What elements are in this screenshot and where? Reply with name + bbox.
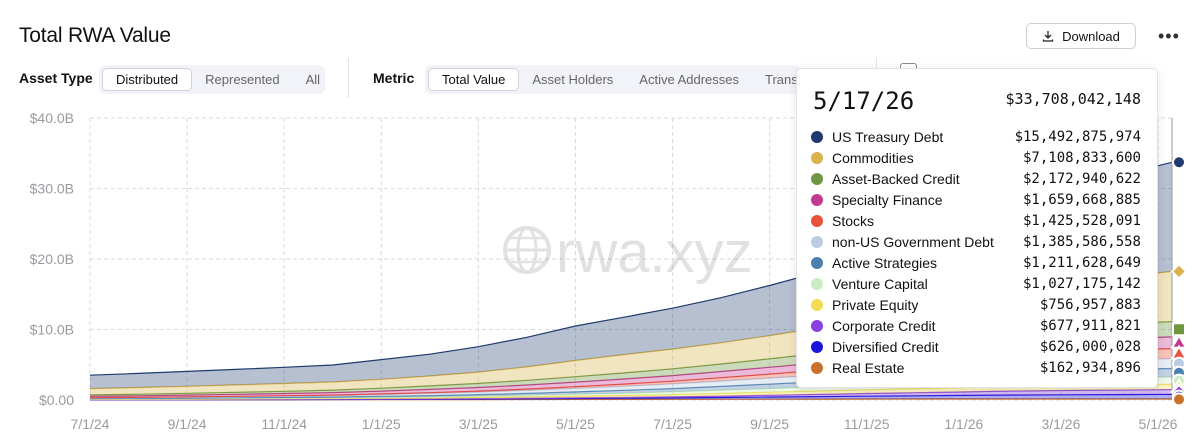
tooltip-series-value: $162,934,896: [1039, 359, 1141, 376]
x-tick-label: 7/1/24: [71, 416, 110, 432]
download-icon: [1042, 31, 1054, 42]
metric-segmented-control: Total Value Asset Holders Active Address…: [425, 65, 800, 94]
tooltip-row: Venture Capital $1,027,175,142: [811, 273, 1141, 294]
download-button[interactable]: Download: [1026, 23, 1136, 49]
x-tick-label: 11/1/24: [261, 416, 307, 432]
tooltip-list: US Treasury Debt $15,492,875,974 Commoditi…: [811, 126, 1141, 378]
watermark-text: rwa.xyz: [556, 220, 753, 285]
hover-markers: [1170, 155, 1188, 407]
tooltip-row: US Treasury Debt $15,492,875,974: [811, 126, 1141, 147]
y-tick-label: $10.0B: [30, 322, 74, 338]
tooltip-row: Corporate Credit $677,911,821: [811, 315, 1141, 336]
legend-dot-icon: [811, 130, 823, 143]
legend-dot-icon: [811, 361, 823, 374]
x-tick-label: 7/1/25: [653, 416, 692, 432]
tooltip-row: Real Estate $162,934,896: [811, 357, 1141, 378]
tooltip-row: Active Strategies $1,211,628,649: [811, 252, 1141, 273]
tooltip-row: Asset-Backed Credit $2,172,940,622: [811, 168, 1141, 189]
tooltip-series-name: non-US Government Debt: [832, 233, 994, 250]
tooltip-row: Specialty Finance $1,659,668,885: [811, 189, 1141, 210]
tooltip-series-value: $7,108,833,600: [1022, 149, 1141, 166]
legend-dot-icon: [811, 235, 823, 248]
tooltip-series-value: $1,211,628,649: [1022, 254, 1141, 271]
legend-dot-icon: [811, 298, 823, 311]
x-tick-label: 3/1/25: [459, 416, 498, 432]
tooltip-series-name: US Treasury Debt: [832, 128, 944, 145]
series-line: [90, 389, 1173, 401]
watermark-logo: rwa.xyz: [503, 220, 753, 285]
legend-dot-icon: [811, 172, 823, 185]
tooltip-series-name: Diversified Credit: [832, 338, 939, 355]
tooltip-series-name: Stocks: [832, 212, 875, 229]
y-tick-label: $40.0B: [30, 110, 74, 126]
x-tick-label: 1/1/26: [944, 416, 983, 432]
tooltip-series-value: $2,172,940,622: [1022, 170, 1141, 187]
tooltip-row: Diversified Credit $626,000,028: [811, 336, 1141, 357]
asset-type-option-distributed[interactable]: Distributed: [102, 68, 193, 91]
control-divider: [348, 58, 349, 98]
tooltip-series-value: $756,957,883: [1039, 296, 1141, 313]
tooltip-series-name: Active Strategies: [832, 254, 938, 271]
marker-real-estate: [1172, 392, 1186, 407]
tooltip-series-value: $1,027,175,142: [1022, 275, 1141, 292]
y-tick-label: $30.0B: [30, 181, 74, 197]
tooltip-row: Commodities $7,108,833,600: [811, 147, 1141, 168]
tooltip-series-value: $626,000,028: [1039, 338, 1141, 355]
legend-dot-icon: [811, 340, 823, 353]
legend-dot-icon: [811, 319, 823, 332]
asset-type-option-represented[interactable]: Represented: [205, 72, 280, 87]
metric-option-total-value[interactable]: Total Value: [428, 68, 520, 91]
page-title: Total RWA Value: [19, 24, 171, 47]
tooltip-series-name: Private Equity: [832, 296, 919, 313]
asset-type-segmented-control: Distributed Represented All: [99, 65, 325, 94]
tooltip-series-name: Venture Capital: [832, 275, 928, 292]
tooltip-series-name: Asset-Backed Credit: [832, 170, 960, 187]
y-tick-label: $0.00: [39, 392, 74, 408]
legend-dot-icon: [811, 151, 823, 164]
x-tick-label: 1/1/25: [362, 416, 401, 432]
legend-dot-icon: [811, 256, 823, 269]
tooltip-series-value: $15,492,875,974: [1014, 128, 1141, 145]
metric-option-active-addresses[interactable]: Active Addresses: [639, 72, 739, 87]
x-tick-label: 5/1/26: [1139, 416, 1178, 432]
x-tick-label: 11/1/25: [844, 416, 890, 432]
chart-tooltip: 5/17/26 $33,708,042,148 US Treasury Debt…: [796, 68, 1158, 388]
marker-commodities: [1170, 263, 1188, 280]
legend-dot-icon: [811, 277, 823, 290]
legend-dot-icon: [811, 214, 823, 227]
x-tick-label: 3/1/26: [1041, 416, 1080, 432]
legend-dot-icon: [811, 193, 823, 206]
tooltip-series-name: Corporate Credit: [832, 317, 936, 334]
x-tick-label: 9/1/24: [168, 416, 207, 432]
more-options-icon[interactable]: •••: [1158, 26, 1180, 46]
tooltip-series-name: Specialty Finance: [832, 191, 943, 208]
area-series-diversified-credit: [90, 394, 1172, 400]
tooltip-date: 5/17/26: [813, 87, 915, 115]
tooltip-series-value: $677,911,821: [1039, 317, 1141, 334]
x-tick-label: 5/1/25: [556, 416, 595, 432]
tooltip-series-value: $1,385,586,558: [1022, 233, 1141, 250]
metric-option-transfer[interactable]: Transfer: [765, 72, 800, 87]
marker-us-treasury-debt: [1172, 155, 1186, 170]
tooltip-row: Private Equity $756,957,883: [811, 294, 1141, 315]
marker-asset-backed-credit: [1172, 322, 1186, 337]
asset-type-label: Asset Type: [19, 70, 93, 86]
asset-type-option-all[interactable]: All: [305, 72, 321, 87]
metric-label: Metric: [373, 70, 415, 86]
tooltip-series-value: $1,425,528,091: [1022, 212, 1141, 229]
tooltip-row: non-US Government Debt $1,385,586,558: [811, 231, 1141, 252]
tooltip-series-value: $1,659,668,885: [1022, 191, 1141, 208]
tooltip-series-name: Real Estate: [832, 359, 905, 376]
y-tick-label: $20.0B: [30, 251, 74, 267]
metric-option-asset-holders[interactable]: Asset Holders: [532, 72, 614, 87]
x-tick-label: 9/1/25: [750, 416, 789, 432]
tooltip-row: Stocks $1,425,528,091: [811, 210, 1141, 231]
tooltip-series-name: Commodities: [832, 149, 914, 166]
tooltip-total: $33,708,042,148: [1005, 90, 1141, 108]
download-label: Download: [1062, 28, 1120, 44]
